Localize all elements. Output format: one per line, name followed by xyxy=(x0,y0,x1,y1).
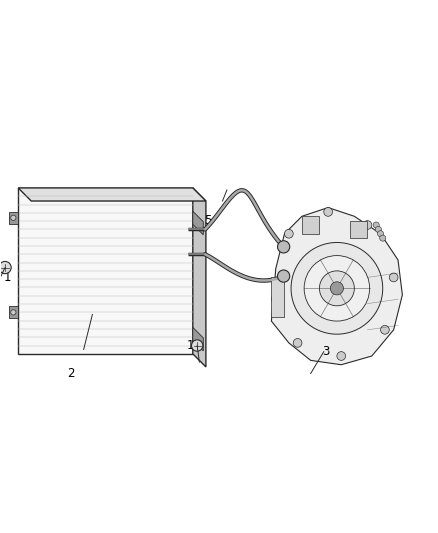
Polygon shape xyxy=(193,327,203,351)
Circle shape xyxy=(381,326,389,334)
Circle shape xyxy=(285,229,293,238)
Text: 5: 5 xyxy=(205,214,212,227)
Circle shape xyxy=(373,222,379,228)
Circle shape xyxy=(278,241,290,253)
Circle shape xyxy=(304,256,370,321)
Circle shape xyxy=(319,271,354,306)
Circle shape xyxy=(11,310,16,315)
Text: 3: 3 xyxy=(322,345,330,358)
Circle shape xyxy=(363,221,372,229)
Circle shape xyxy=(278,270,290,282)
Bar xyxy=(350,221,367,238)
Circle shape xyxy=(378,231,384,237)
Circle shape xyxy=(291,243,383,334)
Circle shape xyxy=(324,207,332,216)
Polygon shape xyxy=(193,188,206,367)
Circle shape xyxy=(375,227,381,232)
Bar xyxy=(18,188,193,354)
Text: 1: 1 xyxy=(4,271,11,284)
Bar xyxy=(302,216,319,234)
Circle shape xyxy=(389,273,398,282)
Circle shape xyxy=(11,215,16,220)
Text: 1: 1 xyxy=(187,340,194,352)
Bar xyxy=(9,306,18,318)
Polygon shape xyxy=(272,207,403,365)
Circle shape xyxy=(191,340,203,351)
Circle shape xyxy=(380,235,386,241)
Circle shape xyxy=(0,261,11,273)
Circle shape xyxy=(272,295,280,304)
Bar xyxy=(9,212,18,224)
Circle shape xyxy=(293,338,302,348)
Polygon shape xyxy=(193,211,203,235)
Circle shape xyxy=(330,282,343,295)
Circle shape xyxy=(337,352,346,360)
Text: 2: 2 xyxy=(67,367,74,380)
Polygon shape xyxy=(18,188,206,201)
Bar xyxy=(272,277,285,317)
